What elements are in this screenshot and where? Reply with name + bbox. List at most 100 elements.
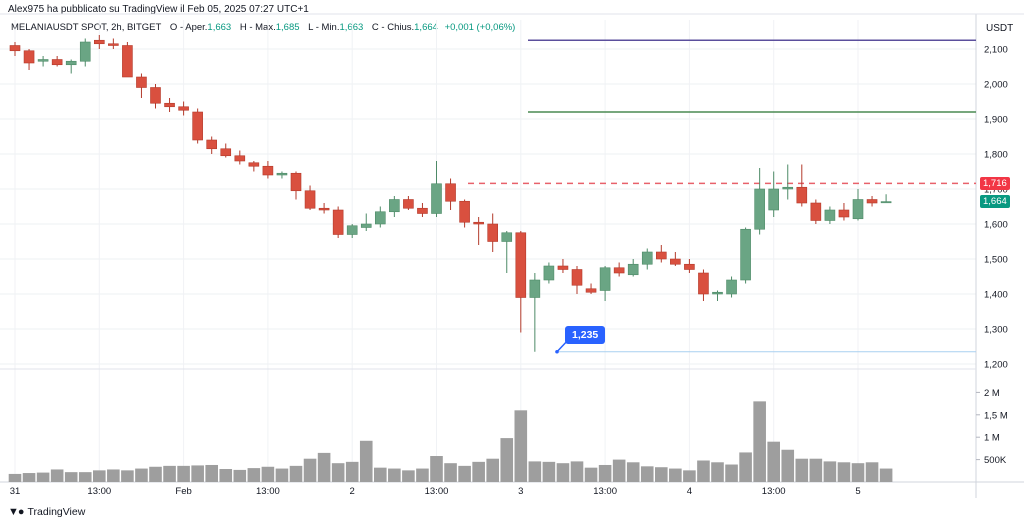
candle-body-up xyxy=(768,188,780,211)
volume-bar xyxy=(851,463,865,482)
x-tick-label: 13:00 xyxy=(762,486,786,497)
x-tick-label: 13:00 xyxy=(425,486,449,497)
volume-bar xyxy=(500,438,514,482)
candle-body-down xyxy=(150,87,161,104)
volume-bar xyxy=(626,462,640,482)
candle-body-down xyxy=(613,267,625,274)
brand-label: TradingView xyxy=(27,506,86,518)
candle-body-down xyxy=(670,258,681,265)
candle-body-down xyxy=(318,207,330,211)
y-tick-label: 1,800 xyxy=(984,150,1008,161)
candle-body-down xyxy=(557,265,569,270)
candle-body-up xyxy=(360,223,372,228)
candle-body-down xyxy=(23,50,35,64)
volume-bar xyxy=(219,469,233,482)
candle-body-down xyxy=(262,165,274,176)
volume-bar xyxy=(107,469,120,482)
candle-body-down xyxy=(810,202,822,221)
volume-bar xyxy=(640,466,654,482)
candle-body-up xyxy=(740,228,751,281)
candle-body-down xyxy=(122,45,133,78)
candle-body-down xyxy=(417,207,428,214)
last-price-flag: 1,664 xyxy=(980,195,1010,208)
candle-body-down xyxy=(403,199,414,209)
candle-body-up xyxy=(641,251,653,265)
volume-bar xyxy=(781,449,795,482)
open-label: O - Aper. xyxy=(169,22,208,33)
candle-body-down xyxy=(866,199,878,204)
x-tick-label: 3 xyxy=(518,486,523,497)
volume-bar xyxy=(93,470,106,482)
candle-body-down xyxy=(9,45,21,52)
close-value: 1,664 xyxy=(414,22,438,33)
x-tick-label: 13:00 xyxy=(87,486,111,497)
volume-bar xyxy=(767,441,780,482)
candle-body-down xyxy=(655,251,667,260)
volume-bar xyxy=(121,470,134,482)
volume-bar xyxy=(416,468,429,482)
volume-bar xyxy=(275,468,289,482)
candle-body-up xyxy=(599,267,611,291)
y-tick-label: 1,900 xyxy=(984,115,1008,126)
candle-body-down xyxy=(515,232,527,298)
volume-bar xyxy=(598,464,612,482)
candle-body-up xyxy=(726,279,737,295)
candle-body-up xyxy=(346,225,358,235)
volume-bar xyxy=(177,465,190,482)
volume-bar xyxy=(795,458,809,482)
low-price-callout[interactable]: 1,235 xyxy=(565,326,606,344)
candle-body-up xyxy=(543,265,555,281)
x-tick-label: 5 xyxy=(855,486,860,497)
volume-bar xyxy=(612,459,626,482)
volume-bar xyxy=(556,463,570,482)
candle-body-up xyxy=(712,291,723,295)
high-label: H - Max. xyxy=(239,22,276,33)
currency-label: USDT xyxy=(986,23,1014,34)
volume-bar xyxy=(542,461,556,482)
candle-body-down xyxy=(838,209,850,218)
volume-tick-label: 1,5 M xyxy=(984,410,1008,421)
volume-bar xyxy=(135,468,148,482)
volume-bar xyxy=(359,440,373,482)
high-value: 1,685 xyxy=(275,22,300,33)
candle-body-down xyxy=(220,148,232,157)
volume-bar xyxy=(388,468,401,482)
volume-bar xyxy=(683,470,696,482)
volume-bar xyxy=(739,452,752,482)
volume-bar xyxy=(472,461,485,482)
candle-body-down xyxy=(192,111,203,141)
volume-bar xyxy=(402,470,415,482)
volume-bar xyxy=(865,462,879,482)
x-tick-label: Feb xyxy=(175,486,191,497)
ohlc-legend: MELANIAUSDT SPOT, 2h, BITGET O - Aper. 1,… xyxy=(11,22,515,33)
tradingview-logo-icon: ▼● xyxy=(8,506,25,518)
x-tick-label: 13:00 xyxy=(256,486,280,497)
candle-body-down xyxy=(94,39,105,45)
volume-bar xyxy=(570,461,584,482)
symbol-label: MELANIAUSDT SPOT, 2h, BITGET xyxy=(11,22,162,33)
volume-bar xyxy=(528,461,542,482)
candle-body-up xyxy=(880,201,892,204)
tradingview-brand[interactable]: ▼● TradingView xyxy=(8,506,85,518)
candle-body-up xyxy=(529,279,541,298)
candle-body-down xyxy=(585,288,597,293)
candle-body-down xyxy=(234,155,246,162)
candle-body-up xyxy=(754,188,765,230)
callout-anchor-dot xyxy=(555,349,559,354)
volume-bar xyxy=(753,401,766,482)
candle-body-down xyxy=(178,106,189,111)
volume-bar xyxy=(233,469,247,482)
volume-bar xyxy=(261,466,275,482)
volume-bar xyxy=(711,462,724,482)
volume-bar xyxy=(149,466,162,482)
volume-bar xyxy=(458,465,471,482)
low-value: 1,663 xyxy=(339,22,364,33)
candle-body-up xyxy=(501,232,513,242)
low-label: L - Min. xyxy=(308,22,340,33)
volume-bar xyxy=(191,465,204,482)
candle-body-up xyxy=(782,186,794,190)
candle-body-down xyxy=(796,186,808,204)
candle-body-down xyxy=(445,183,456,202)
candle-body-down xyxy=(164,102,175,108)
